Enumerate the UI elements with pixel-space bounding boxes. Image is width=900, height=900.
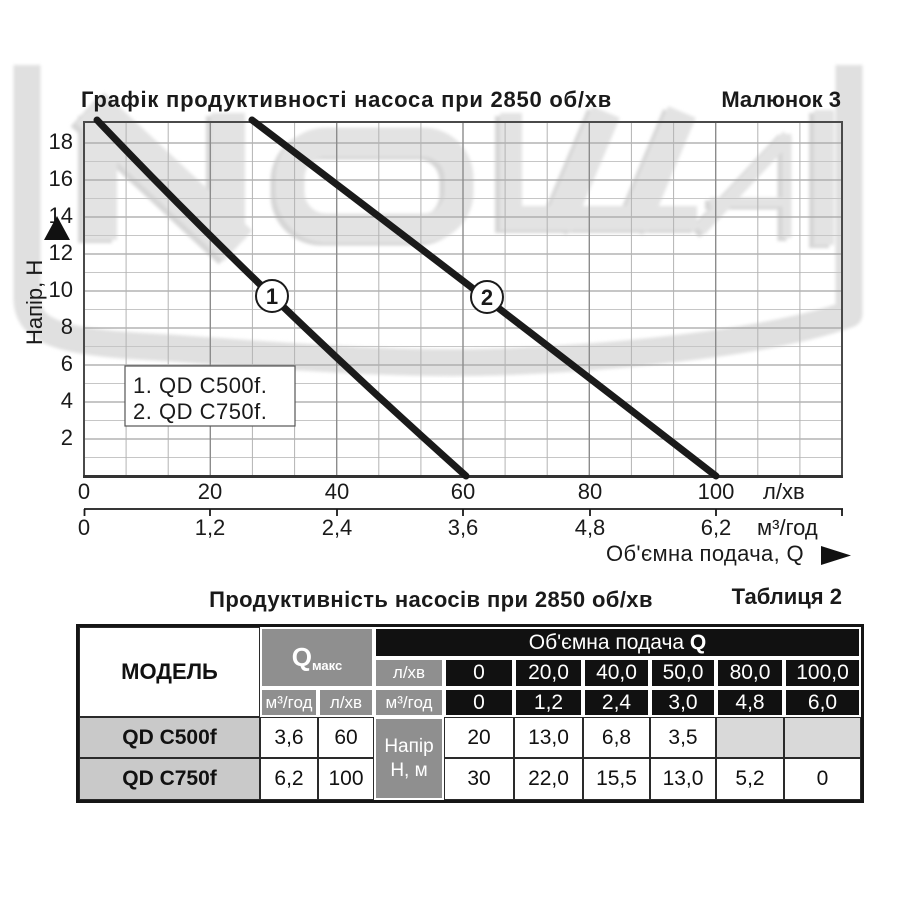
svg-text:20: 20 xyxy=(198,479,222,504)
svg-text:18: 18 xyxy=(49,129,73,154)
svg-text:40: 40 xyxy=(325,479,349,504)
svg-text:2. QD C750f.: 2. QD C750f. xyxy=(133,399,267,424)
svg-text:3,6: 3,6 xyxy=(448,515,479,540)
svg-text:Напір, H: Напір, H xyxy=(22,260,47,345)
svg-text:100: 100 xyxy=(698,479,735,504)
svg-text:0: 0 xyxy=(78,479,90,504)
svg-text:2: 2 xyxy=(481,285,493,310)
svg-text:6,2: 6,2 xyxy=(701,515,732,540)
svg-text:8: 8 xyxy=(61,314,73,339)
svg-text:1,2: 1,2 xyxy=(195,515,226,540)
svg-text:Графік продуктивності насоса п: Графік продуктивності насоса при 2850 об… xyxy=(81,87,612,112)
svg-text:12: 12 xyxy=(49,240,73,265)
svg-text:16: 16 xyxy=(49,166,73,191)
svg-text:Об'ємна подача, Q: Об'ємна подача, Q xyxy=(606,541,804,566)
svg-text:10: 10 xyxy=(49,277,73,302)
svg-text:4: 4 xyxy=(61,388,73,413)
svg-text:м³/год: м³/год xyxy=(757,515,818,540)
svg-text:2: 2 xyxy=(61,425,73,450)
svg-text:6: 6 xyxy=(61,351,73,376)
svg-text:2,4: 2,4 xyxy=(322,515,353,540)
svg-text:80: 80 xyxy=(578,479,602,504)
svg-text:60: 60 xyxy=(451,479,475,504)
svg-text:0: 0 xyxy=(78,515,90,540)
svg-text:4,8: 4,8 xyxy=(575,515,606,540)
svg-text:Малюнок 3: Малюнок 3 xyxy=(721,87,841,112)
svg-text:1: 1 xyxy=(266,284,278,309)
svg-text:1. QD C500f.: 1. QD C500f. xyxy=(133,373,267,398)
svg-text:л/хв: л/хв xyxy=(763,479,805,504)
